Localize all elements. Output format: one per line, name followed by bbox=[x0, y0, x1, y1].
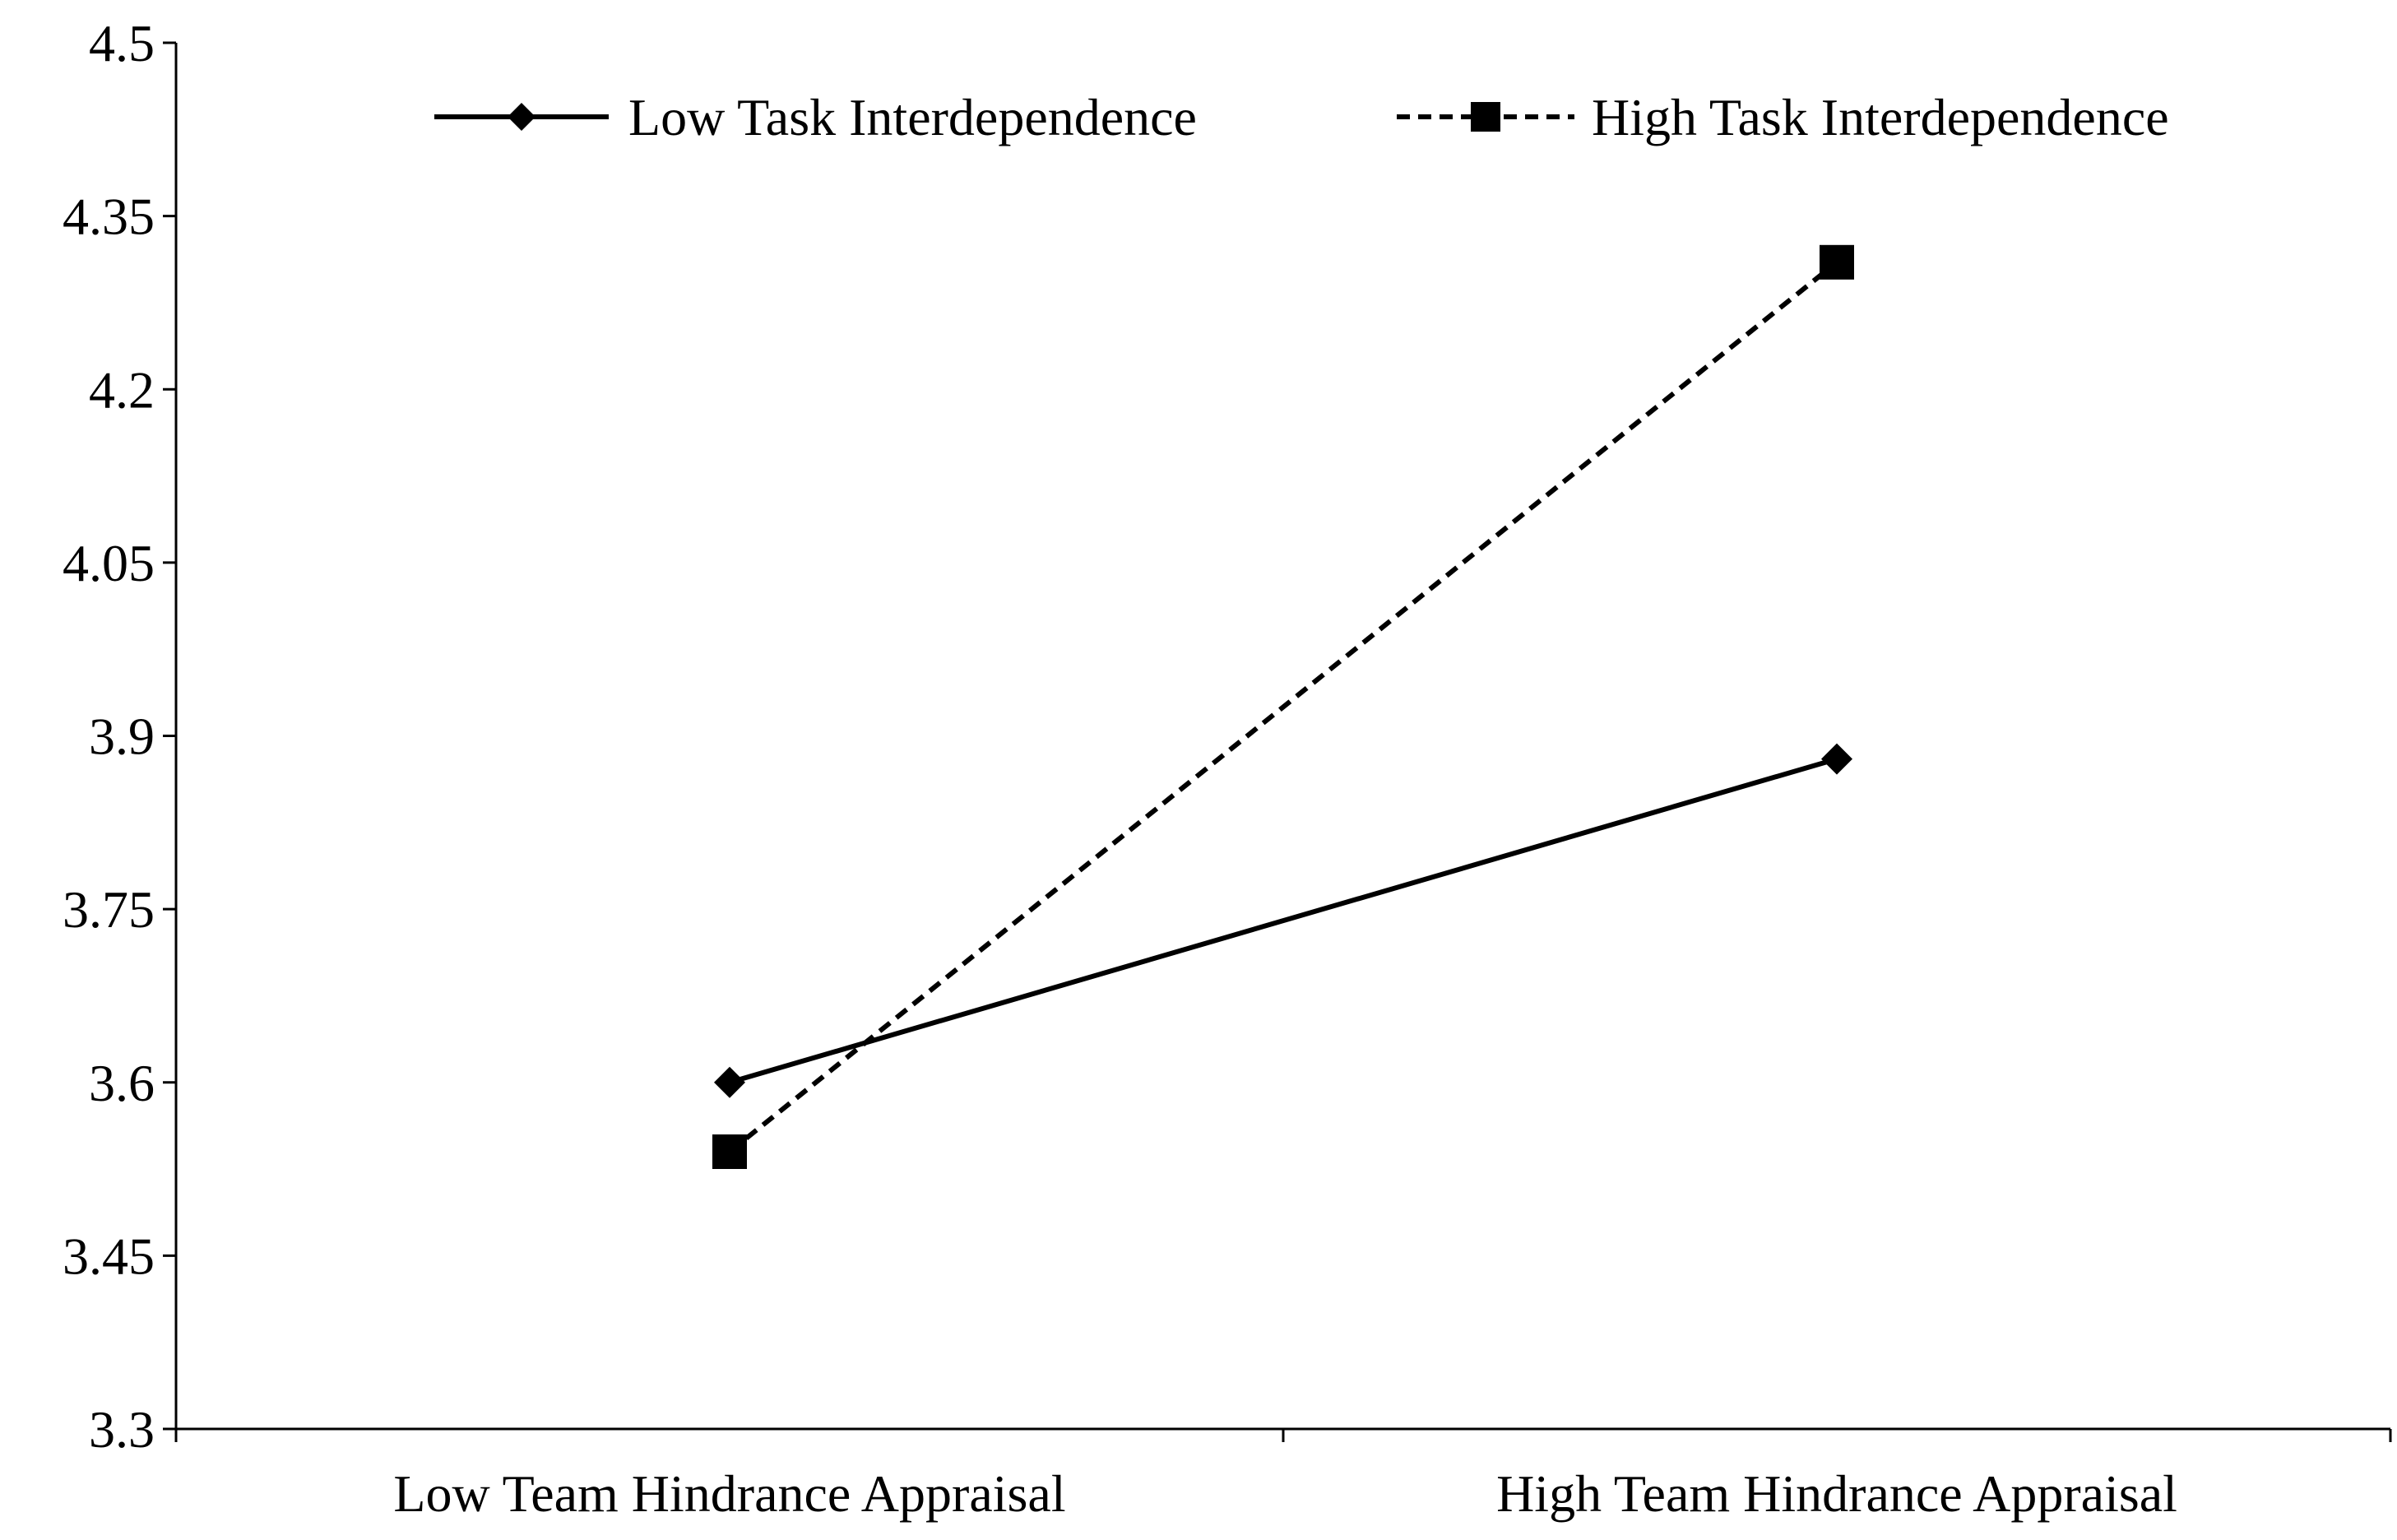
x-tick-label: High Team Hindrance Appraisal bbox=[1496, 1464, 2177, 1523]
x-tick-label: Low Team Hindrance Appraisal bbox=[393, 1464, 1065, 1523]
legend-label-high-task: High Task Interdependence bbox=[1592, 88, 2169, 146]
series-line bbox=[728, 260, 1838, 1154]
data-point-square bbox=[712, 1134, 747, 1169]
series-line bbox=[729, 756, 1838, 1085]
axes bbox=[174, 43, 2390, 1431]
y-tick-label: 4.2 bbox=[89, 360, 155, 419]
y-tick-label: 4.05 bbox=[63, 534, 155, 592]
data-point-diamond bbox=[714, 1066, 745, 1098]
y-axis-ticks: 3.3 3.45 3.6 3.75 3.9 4.05 4.2 4.35 4.5 bbox=[63, 14, 176, 1459]
series-group bbox=[712, 244, 1854, 1169]
y-tick-label: 3.75 bbox=[63, 880, 155, 939]
legend-label-low-task: Low Task Interdependence bbox=[628, 88, 1197, 146]
series-high-task-interdependence bbox=[712, 244, 1854, 1169]
data-point-square bbox=[1820, 244, 1854, 280]
y-tick-label: 3.45 bbox=[63, 1227, 155, 1285]
y-tick-label: 3.9 bbox=[89, 707, 155, 766]
legend: Low Task Interdependence High Task Inter… bbox=[434, 88, 2169, 146]
data-point-diamond bbox=[1821, 743, 1852, 775]
x-axis-ticks: Low Team Hindrance Appraisal High Team Hi… bbox=[174, 1429, 2392, 1523]
legend-diamond-icon bbox=[508, 103, 536, 131]
legend-square-icon bbox=[1471, 102, 1500, 132]
series-low-task-interdependence bbox=[714, 743, 1852, 1098]
y-tick-label: 3.3 bbox=[89, 1400, 155, 1459]
y-tick-label: 4.5 bbox=[89, 14, 155, 72]
legend-item-high-task: High Task Interdependence bbox=[1397, 88, 2169, 146]
y-tick-label: 3.6 bbox=[89, 1054, 155, 1112]
legend-item-low-task: Low Task Interdependence bbox=[434, 88, 1197, 146]
y-tick-label: 4.35 bbox=[63, 188, 155, 246]
